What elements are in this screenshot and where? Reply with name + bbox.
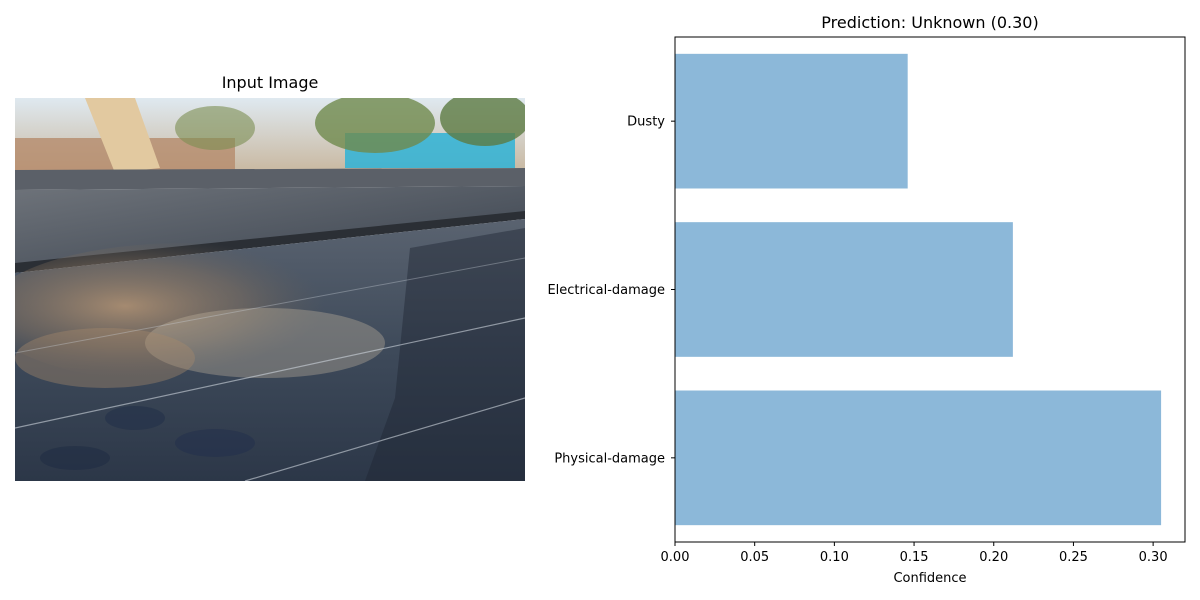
input-image-title: Input Image [221,73,319,92]
chart-title: Prediction: Unknown (0.30) [821,13,1038,32]
x-tick-label: 0.25 [1059,550,1088,565]
x-tick-label: 0.05 [740,550,769,565]
y-tick-label: Electrical-damage [547,283,665,298]
solar-panel-photo [15,98,525,481]
input-image [15,98,525,481]
bar-electrical-damage [675,222,1013,357]
y-tick-label: Dusty [627,115,665,130]
x-tick-label: 0.20 [979,550,1008,565]
x-tick-label: 0.30 [1139,550,1168,565]
y-tick-label: Physical-damage [554,451,665,466]
x-tick-label: 0.10 [820,550,849,565]
bar-dusty [675,53,908,189]
x-tick-label: 0.00 [661,550,690,565]
x-tick-label: 0.15 [900,550,929,565]
bar-physical-damage [675,390,1162,526]
x-axis-label: Confidence [893,571,966,586]
